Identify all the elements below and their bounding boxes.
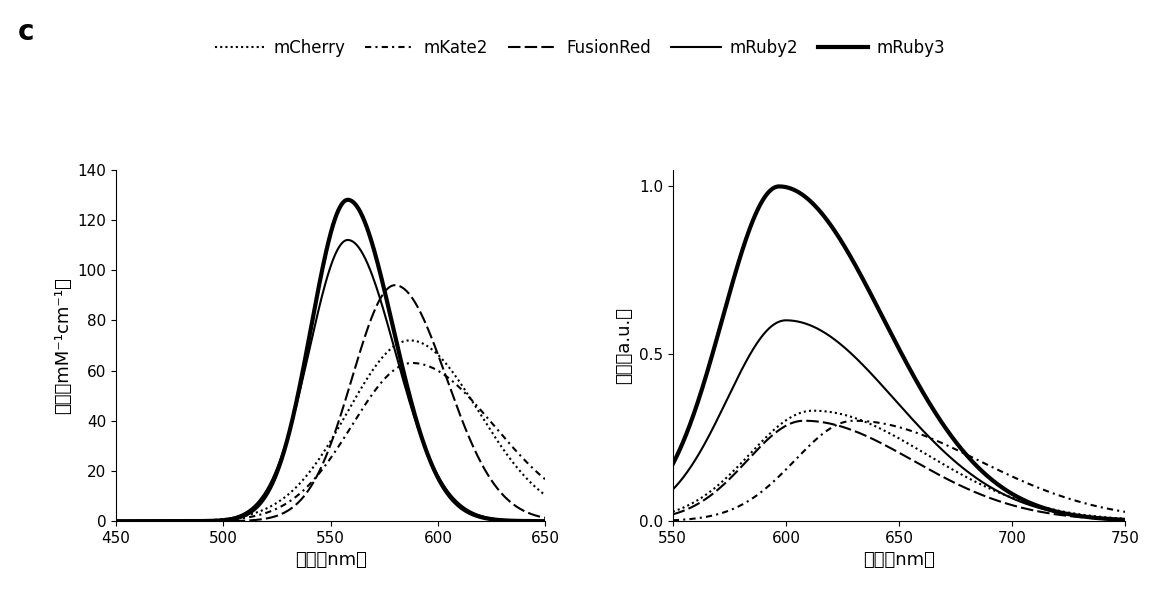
Text: c: c bbox=[17, 18, 34, 46]
Legend: mCherry, mKate2, FusionRed, mRuby2, mRuby3: mCherry, mKate2, FusionRed, mRuby2, mRub… bbox=[209, 33, 951, 64]
Y-axis label: 吸收（mM⁻¹cm⁻¹）: 吸收（mM⁻¹cm⁻¹） bbox=[53, 277, 72, 414]
Y-axis label: 荆光（a.u.）: 荆光（a.u.） bbox=[616, 307, 633, 384]
X-axis label: 波长（nm）: 波长（nm） bbox=[863, 551, 935, 570]
X-axis label: 波长（nm）: 波长（nm） bbox=[295, 551, 367, 570]
